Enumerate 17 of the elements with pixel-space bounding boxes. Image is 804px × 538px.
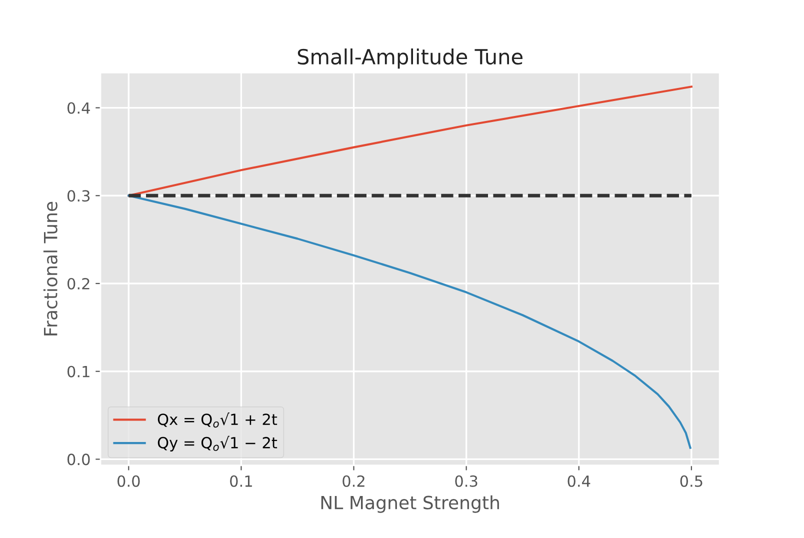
x-tick-label: 0.1 (230, 475, 252, 487)
y-tick-label: 0.2 (67, 278, 90, 290)
y-axis-title: Fractional Tune (43, 202, 58, 336)
x-tick-label: 0.2 (342, 475, 364, 487)
line-series (128, 86, 692, 197)
chart-title: Small-Amplitude Tune (298, 48, 522, 69)
y-tick-label: 0.1 (67, 366, 90, 378)
x-tick-label: 0.0 (118, 475, 140, 487)
legend-label: Qy = Q$_{o}$√1 − 2t (158, 436, 278, 452)
y-tick-label: 0.0 (67, 454, 90, 466)
x-axis-title: NL Magnet Strength (321, 495, 499, 513)
y-tick-label: 0.3 (67, 190, 90, 202)
legend-label: Qx = Q$_{o}$√1 + 2t (158, 412, 278, 428)
x-tick-label: 0.5 (680, 475, 702, 487)
y-tick-label: 0.4 (67, 102, 90, 114)
x-tick-label: 0.3 (455, 475, 478, 487)
x-tick-label: 0.4 (568, 475, 590, 487)
